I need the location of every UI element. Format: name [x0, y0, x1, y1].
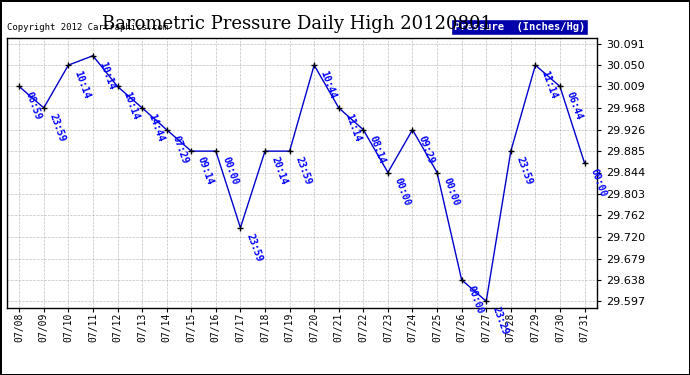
Text: 14:44: 14:44 [146, 112, 166, 143]
Text: 07:29: 07:29 [171, 134, 190, 165]
Text: 10:44: 10:44 [318, 69, 338, 100]
Text: 11:14: 11:14 [540, 69, 559, 100]
Text: 11:14: 11:14 [343, 112, 362, 143]
Text: 00:00: 00:00 [220, 155, 239, 186]
Text: Pressure  (Inches/Hg): Pressure (Inches/Hg) [454, 22, 585, 32]
Text: 23:29: 23:29 [491, 305, 510, 336]
Text: 00:00: 00:00 [441, 177, 461, 208]
Text: 23:59: 23:59 [294, 155, 313, 186]
Text: 06:44: 06:44 [564, 91, 584, 122]
Text: 00:00: 00:00 [466, 284, 485, 315]
Text: 10:14: 10:14 [72, 69, 92, 100]
Text: 23:59: 23:59 [244, 232, 264, 263]
Text: 20:14: 20:14 [269, 155, 288, 186]
Text: 10:14: 10:14 [97, 60, 117, 91]
Text: Barometric Pressure Daily High 20120801: Barometric Pressure Daily High 20120801 [101, 15, 492, 33]
Text: 00:00: 00:00 [589, 167, 608, 198]
Text: 00:00: 00:00 [392, 177, 411, 208]
Text: Copyright 2012 Cartraphics.com: Copyright 2012 Cartraphics.com [7, 23, 168, 32]
Text: 23:59: 23:59 [515, 155, 535, 186]
Text: 09:29: 09:29 [417, 134, 436, 165]
Text: 08:14: 08:14 [368, 134, 387, 165]
Text: 10:14: 10:14 [121, 91, 141, 122]
Text: 23:59: 23:59 [48, 112, 68, 143]
Text: 08:59: 08:59 [23, 91, 43, 122]
Text: 09:14: 09:14 [195, 155, 215, 186]
